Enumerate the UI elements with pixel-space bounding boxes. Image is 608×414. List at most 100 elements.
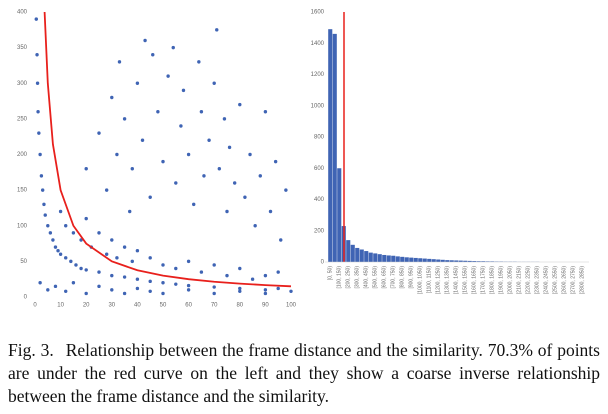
x-tick-label: [600, 650) bbox=[382, 266, 388, 289]
point bbox=[122, 117, 127, 121]
point bbox=[56, 248, 60, 253]
point bbox=[36, 110, 40, 114]
point bbox=[186, 259, 191, 264]
bar bbox=[404, 257, 409, 262]
point bbox=[161, 281, 165, 285]
bar bbox=[382, 254, 387, 262]
bar bbox=[463, 260, 468, 262]
point bbox=[248, 152, 252, 157]
point bbox=[110, 95, 114, 100]
x-tick-label: 10 bbox=[57, 303, 64, 309]
fit-curve bbox=[43, 11, 292, 288]
x-tick-label: [100, 150) bbox=[337, 266, 343, 289]
point bbox=[181, 88, 186, 93]
point bbox=[212, 291, 216, 296]
point bbox=[161, 291, 165, 296]
point bbox=[71, 281, 76, 285]
bar bbox=[445, 260, 450, 262]
point bbox=[161, 159, 165, 164]
point bbox=[122, 275, 127, 279]
x-tick-label: 60 bbox=[185, 303, 192, 309]
y-tick-label: 1400 bbox=[311, 41, 325, 47]
point bbox=[130, 167, 134, 171]
point bbox=[207, 138, 211, 142]
x-tick-label: [1800, 1850) bbox=[490, 266, 496, 294]
bar bbox=[328, 29, 333, 262]
point bbox=[46, 288, 50, 292]
bar bbox=[332, 33, 337, 262]
point bbox=[84, 268, 88, 272]
point bbox=[38, 281, 42, 285]
point bbox=[186, 288, 191, 292]
x-tick-label: [1000, 1050) bbox=[418, 266, 424, 294]
bar bbox=[422, 258, 427, 262]
point bbox=[166, 74, 170, 78]
bar bbox=[431, 259, 436, 262]
point bbox=[263, 110, 268, 114]
point bbox=[143, 38, 147, 43]
x-tick-label: [900, 950) bbox=[409, 266, 415, 289]
bar bbox=[418, 258, 423, 262]
x-tick-label: [1600, 1650) bbox=[472, 266, 478, 294]
point bbox=[58, 209, 63, 214]
y-tick-label: 200 bbox=[314, 228, 325, 234]
point bbox=[238, 286, 242, 291]
point bbox=[79, 266, 83, 271]
point bbox=[148, 279, 152, 284]
point bbox=[171, 45, 175, 50]
point bbox=[148, 256, 152, 260]
point bbox=[35, 81, 40, 85]
x-tick-label: [2700, 2750) bbox=[571, 266, 577, 294]
point bbox=[37, 131, 41, 135]
point bbox=[135, 286, 140, 291]
x-tick-label: 20 bbox=[83, 303, 90, 309]
point bbox=[263, 273, 268, 278]
point bbox=[151, 53, 155, 57]
bar bbox=[337, 168, 342, 262]
point bbox=[64, 289, 68, 293]
x-tick-label: 50 bbox=[160, 303, 167, 309]
bar bbox=[373, 253, 378, 262]
x-tick-label: 0 bbox=[33, 303, 37, 309]
x-tick-label: 30 bbox=[108, 303, 115, 309]
y-tick-label: 400 bbox=[17, 10, 28, 16]
bar bbox=[400, 256, 405, 262]
point bbox=[110, 273, 114, 278]
x-tick-label: [0, 50) bbox=[328, 266, 334, 281]
bar bbox=[359, 249, 364, 262]
point bbox=[53, 245, 58, 249]
x-tick-label: [1900, 1950) bbox=[499, 266, 505, 294]
x-tick-label: [200, 250) bbox=[346, 266, 352, 289]
bar bbox=[346, 240, 351, 262]
bar bbox=[355, 247, 360, 262]
point bbox=[212, 81, 216, 85]
x-tick-label: 70 bbox=[211, 303, 218, 309]
point bbox=[217, 167, 222, 171]
y-tick-label: 800 bbox=[314, 135, 325, 141]
point bbox=[48, 231, 53, 235]
point bbox=[58, 252, 63, 256]
x-tick-label: [2800, 2850) bbox=[580, 266, 586, 294]
y-tick-label: 0 bbox=[321, 260, 325, 266]
point bbox=[135, 81, 140, 85]
x-tick-label: [400, 450) bbox=[364, 266, 370, 289]
x-tick-label: [300, 350) bbox=[355, 266, 361, 289]
point bbox=[268, 209, 273, 214]
x-tick-label: [2500, 2550) bbox=[553, 266, 559, 294]
point bbox=[110, 238, 114, 242]
point bbox=[284, 188, 288, 192]
point bbox=[69, 259, 73, 264]
point bbox=[71, 231, 76, 235]
point bbox=[273, 159, 278, 164]
bar bbox=[467, 260, 472, 262]
y-tick-label: 250 bbox=[17, 116, 28, 122]
bar bbox=[454, 260, 459, 262]
bar bbox=[481, 261, 486, 262]
point bbox=[140, 138, 145, 142]
x-tick-label: [2200, 2250) bbox=[526, 266, 532, 294]
bar bbox=[413, 257, 418, 262]
bar bbox=[472, 261, 477, 262]
x-tick-label: [500, 550) bbox=[373, 266, 379, 289]
caption-text: Relationship between the frame distance … bbox=[8, 340, 600, 406]
point bbox=[40, 188, 45, 192]
